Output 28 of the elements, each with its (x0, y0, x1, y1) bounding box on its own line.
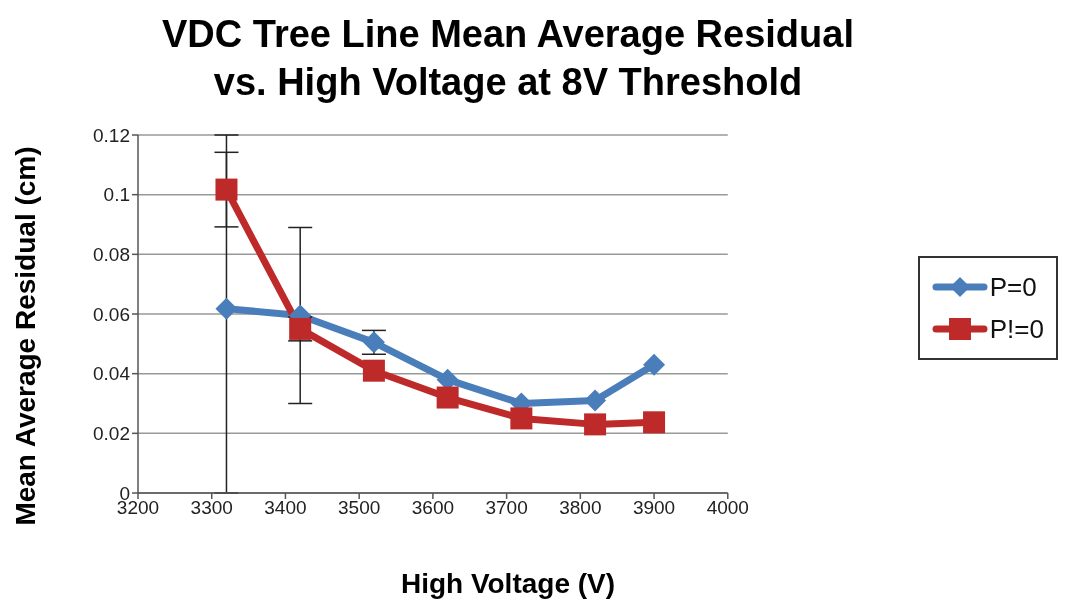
x-tick-label: 3900 (632, 497, 676, 519)
x-tick-label: 3700 (485, 497, 528, 519)
point (510, 407, 533, 430)
point (584, 389, 607, 412)
chart-title: VDC Tree Line Mean Average Residual vs. High Voltage at 8V Threshold (161, 12, 855, 105)
point (362, 359, 385, 382)
point (584, 413, 607, 436)
x-tick-label: 3500 (338, 497, 381, 519)
point (643, 353, 666, 376)
x-tick-label: 3400 (264, 497, 307, 519)
x-axis-title: High Voltage (V) (399, 568, 617, 600)
point (436, 386, 459, 409)
y-tick-label: 0.02 (93, 423, 130, 445)
y-tick-label: 0.1 (103, 184, 130, 206)
y-tick-label: 0.12 (93, 124, 130, 146)
y-tick-label: 0.08 (93, 244, 130, 266)
legend-label: P!=0 (989, 313, 1044, 345)
y-tick-label: 0.04 (93, 363, 131, 385)
x-tick-label: 3600 (411, 497, 455, 519)
point (215, 178, 238, 201)
x-tick-label: 4000 (706, 497, 749, 519)
x-tick-label: 3800 (559, 497, 602, 519)
point (643, 411, 666, 434)
x-tick-label: 3300 (190, 497, 233, 519)
legend-label: P=0 (989, 271, 1037, 303)
point (215, 297, 238, 320)
y-axis-title: Mean Average Residual (cm) (10, 145, 42, 528)
y-tick-label: 0.06 (93, 303, 130, 325)
